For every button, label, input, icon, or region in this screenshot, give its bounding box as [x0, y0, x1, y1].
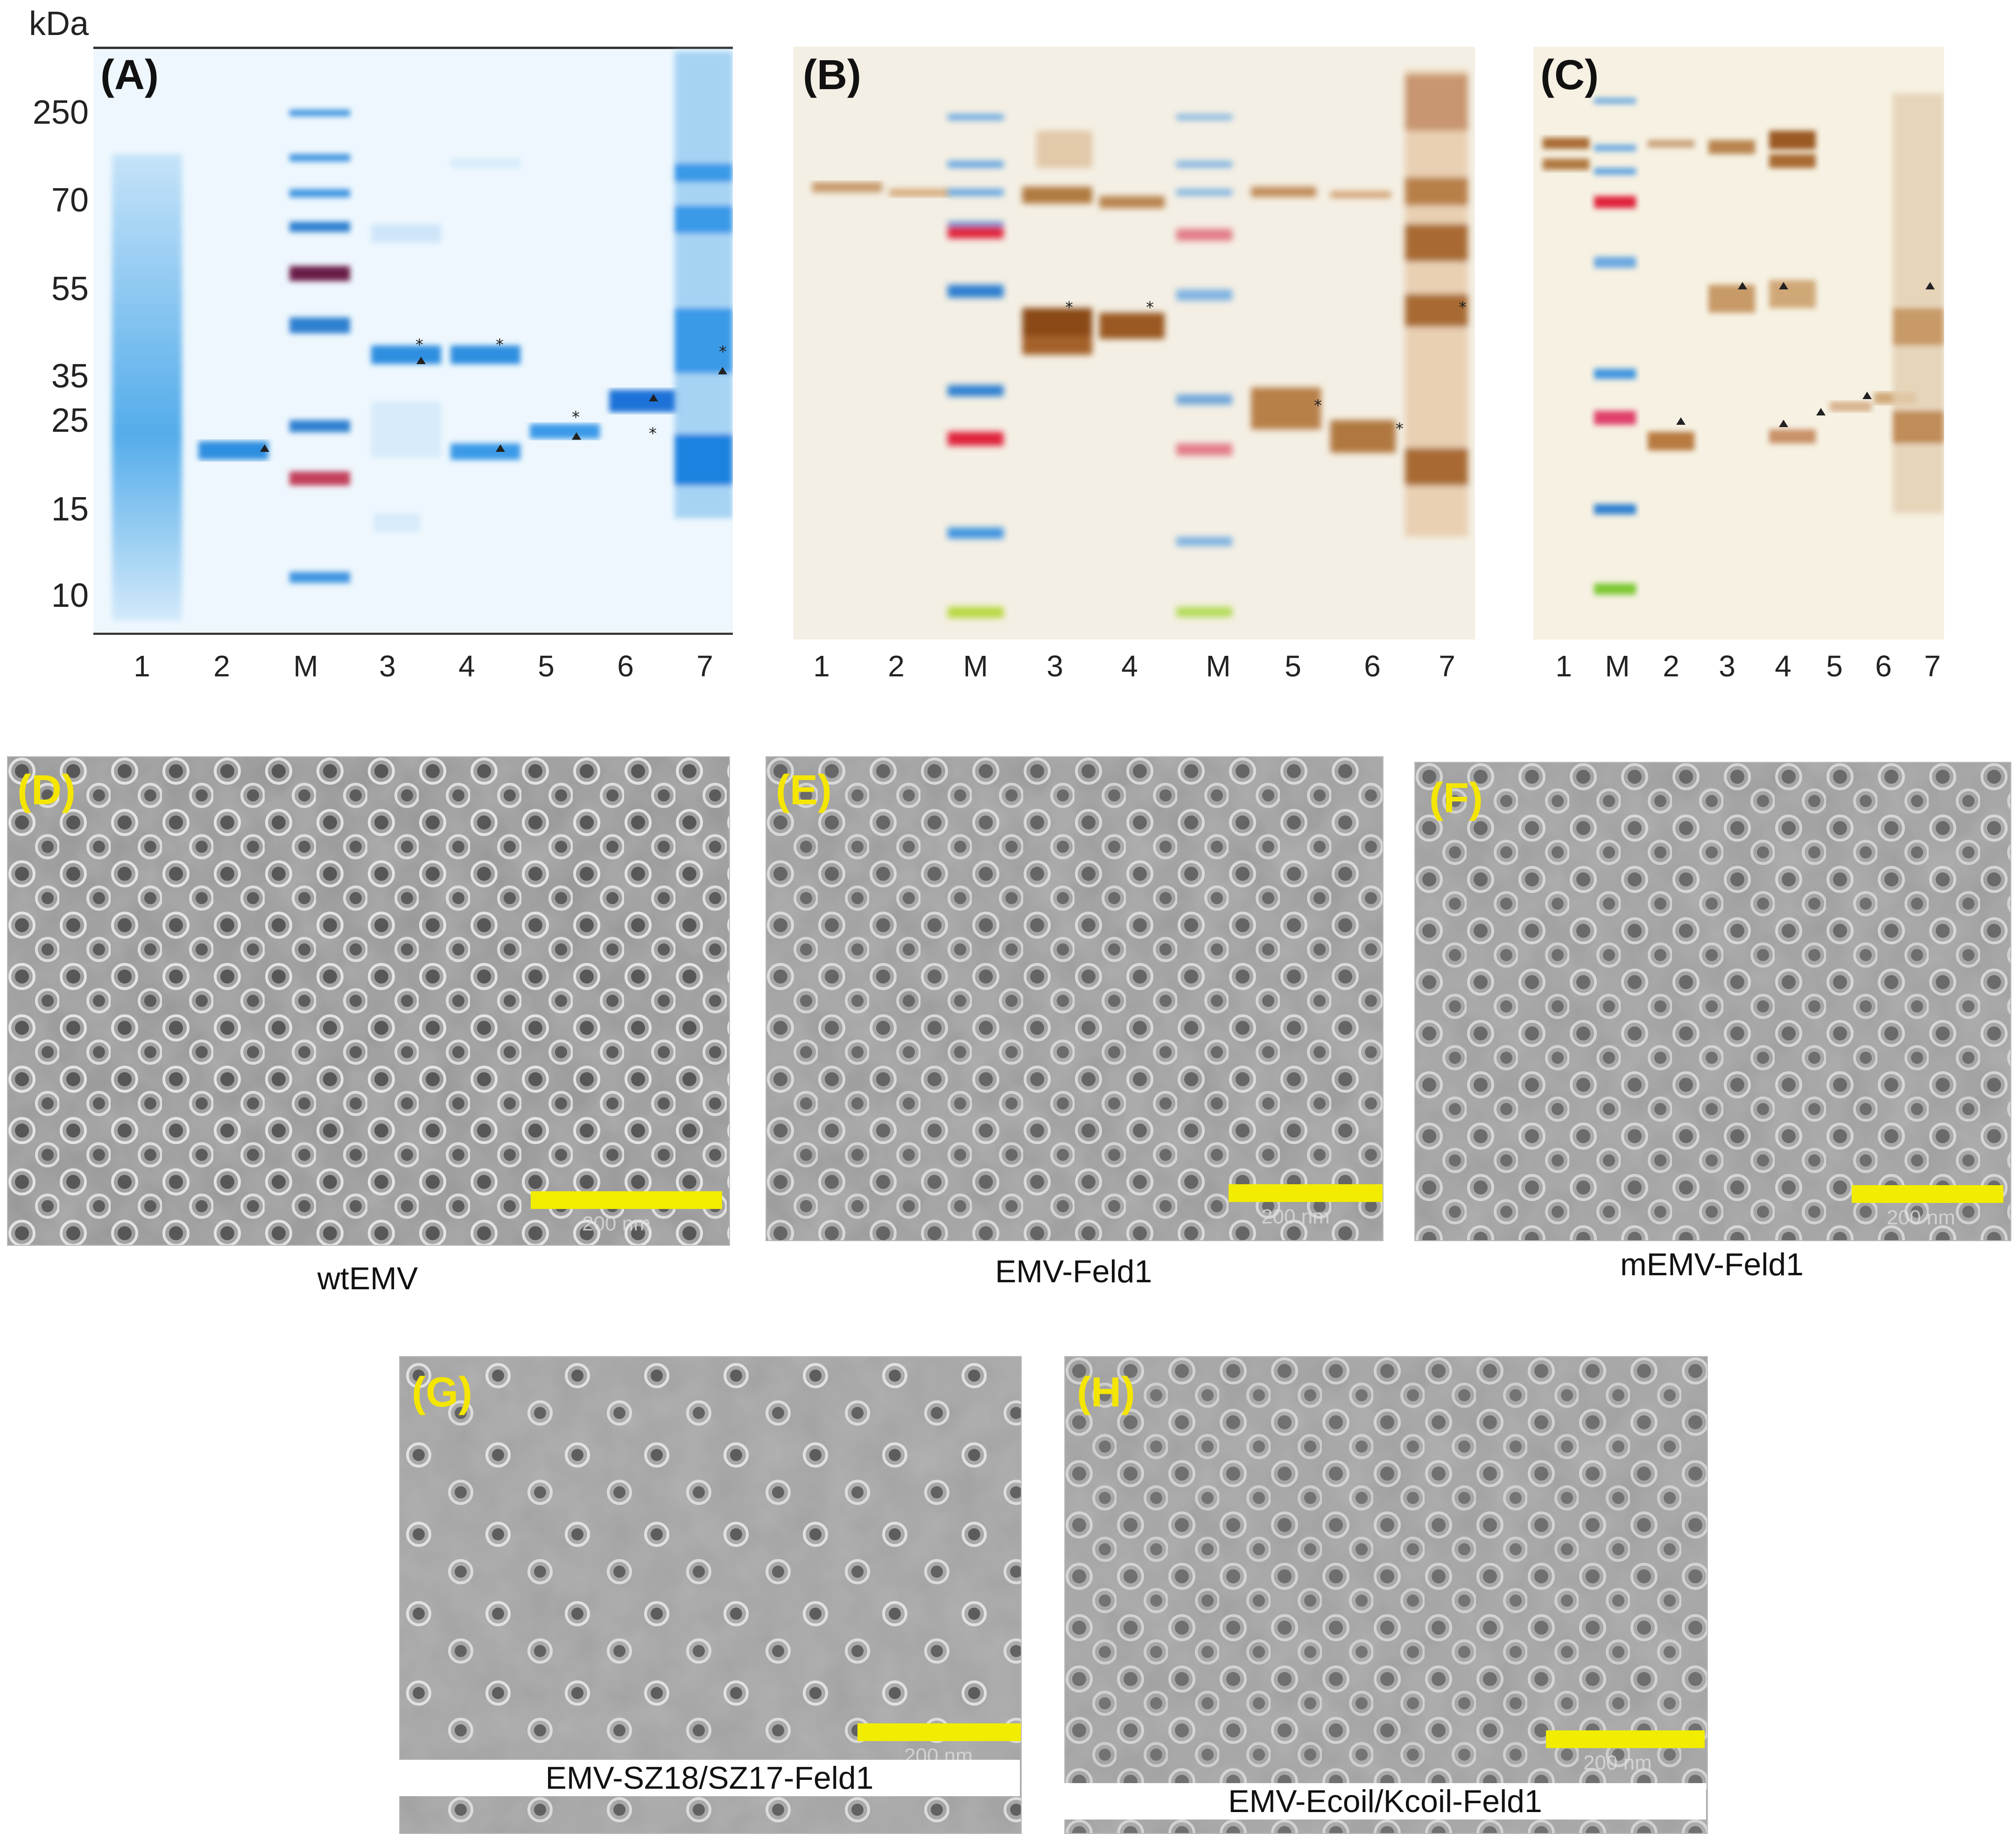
- scale-bar: [531, 1191, 722, 1209]
- panel-c-lane-label: M: [1605, 649, 1630, 683]
- panel-a-lane-label: 1: [133, 649, 150, 683]
- panel-c-lane-label: 4: [1775, 649, 1791, 683]
- scale-bar-label: 200 nm: [1261, 1205, 1330, 1228]
- panel-c-lane-label: 2: [1663, 649, 1679, 683]
- panel-c-lane-label: 6: [1875, 649, 1892, 683]
- svg-text:*: *: [1146, 298, 1154, 317]
- em-caption-h: EMV-Ecoil/Kcoil-Feld1: [1064, 1783, 1706, 1820]
- scale-bar: [857, 1723, 1021, 1741]
- panel-b-lane-label: 2: [888, 649, 905, 683]
- panel-c-lane-label: 3: [1719, 649, 1735, 683]
- panel-b-lane-label: 7: [1439, 649, 1455, 683]
- panel-b-letter: (B): [803, 52, 861, 98]
- svg-text:*: *: [496, 336, 504, 354]
- panel-a-lane-label: 7: [696, 649, 713, 683]
- kda-marker-250: 250: [32, 94, 89, 131]
- panel-a-lane-label: 5: [538, 649, 555, 683]
- panel-b-lane-label: 5: [1285, 649, 1301, 683]
- gel-panel-a: * * * * *: [93, 47, 733, 635]
- kda-marker-10: 10: [51, 577, 89, 614]
- em-caption-g: EMV-SZ18/SZ17-Feld1: [399, 1760, 1020, 1796]
- scale-bar-label: 200 nm: [1583, 1751, 1652, 1774]
- panel-c-lane-label: 7: [1924, 649, 1941, 683]
- em-panel-letter: (F): [1429, 775, 1483, 822]
- panel-a-letter: (A): [100, 52, 159, 98]
- scale-bar-label: 200 nm: [1887, 1206, 1955, 1229]
- panel-a-lane-label: 2: [213, 649, 230, 683]
- panel-c-lane-label: 1: [1555, 649, 1572, 683]
- panel-c-letter: (C): [1540, 52, 1599, 98]
- panel-b-lane-label: 6: [1364, 649, 1381, 683]
- svg-text:*: *: [1314, 396, 1322, 415]
- panel-b-lane-label: 4: [1121, 649, 1138, 683]
- em-caption-d: wtEMV: [317, 1261, 418, 1296]
- svg-text:*: *: [1459, 298, 1467, 317]
- svg-text:*: *: [572, 408, 580, 427]
- gel-b-image: * * * * *: [794, 47, 1475, 639]
- svg-text:*: *: [649, 424, 657, 443]
- kda-unit-label: kDa: [28, 5, 89, 42]
- svg-text:*: *: [1396, 420, 1404, 438]
- gel-panel-c: [1533, 47, 1944, 639]
- em-panel-letter: (D): [17, 767, 76, 814]
- scale-bar: [1852, 1185, 2003, 1203]
- panel-b-lane-label: M: [1206, 649, 1231, 683]
- panel-a-lane-label: 6: [617, 649, 634, 683]
- panel-a-lane-label: 3: [379, 649, 396, 683]
- em-micrograph-f: (F) 200 nm: [1414, 762, 2011, 1241]
- em-micrograph-h: (H) 200 nm: [1064, 1356, 1708, 1834]
- kda-marker-35: 35: [51, 358, 89, 395]
- svg-text:*: *: [415, 336, 423, 354]
- panel-b-lane-label: M: [963, 649, 988, 683]
- em-panel-letter: (E): [776, 767, 832, 814]
- panel-b-lane-label: 3: [1047, 649, 1063, 683]
- gel-panel-b: * * * * *: [794, 47, 1475, 639]
- kda-marker-25: 25: [51, 402, 89, 439]
- panel-a-lane-label: M: [293, 649, 318, 683]
- em-micrograph-d: (D) 200 nm: [7, 756, 730, 1246]
- em-caption-f: mEMV-Feld1: [1620, 1247, 1804, 1282]
- scale-bar-label: 200 nm: [582, 1212, 651, 1235]
- kda-marker-15: 15: [51, 491, 89, 528]
- em-caption-e: EMV-Feld1: [995, 1254, 1152, 1289]
- em-panel-letter: (G): [412, 1369, 472, 1416]
- panel-b-lane-label: 1: [813, 649, 830, 683]
- gel-c-image: [1533, 47, 1944, 639]
- gel-a-image: * * * * *: [93, 47, 733, 635]
- scale-bar: [1546, 1730, 1705, 1748]
- panel-a-lane-label: 4: [458, 649, 475, 683]
- scale-bar: [1229, 1184, 1383, 1202]
- em-panel-letter: (H): [1077, 1369, 1135, 1416]
- kda-marker-70: 70: [51, 182, 89, 219]
- em-micrograph-e: (E) 200 nm: [766, 756, 1384, 1241]
- svg-text:*: *: [1065, 298, 1073, 317]
- svg-text:*: *: [719, 343, 727, 361]
- panel-c-lane-label: 5: [1826, 649, 1843, 683]
- kda-marker-55: 55: [51, 270, 89, 308]
- em-micrograph-g: (G) 200 nm: [399, 1356, 1022, 1834]
